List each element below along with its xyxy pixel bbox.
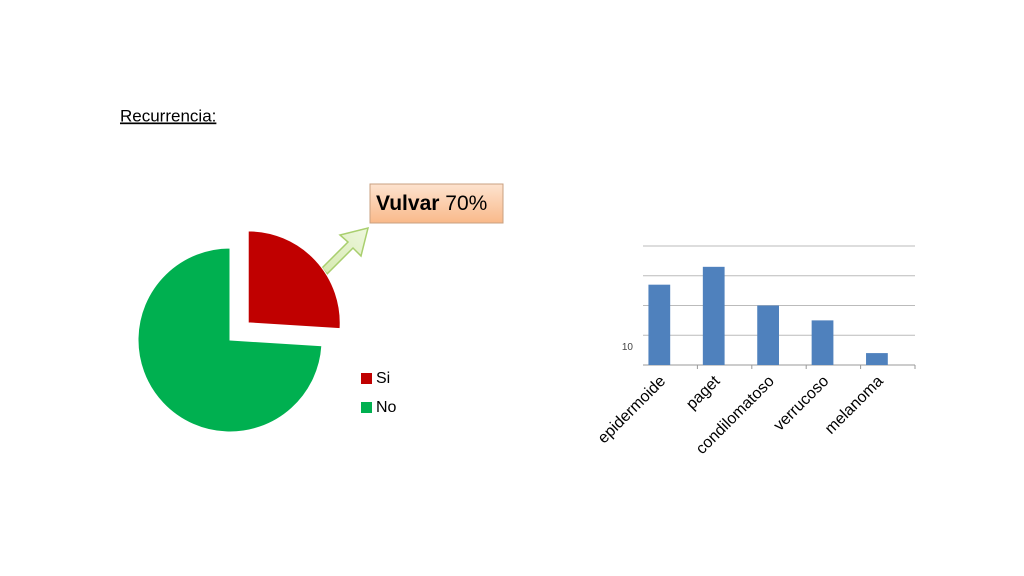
callout-value: 70% <box>445 192 487 215</box>
legend-label: No <box>376 399 397 416</box>
legend-swatch <box>361 373 372 384</box>
bar <box>811 320 834 365</box>
pie-slice <box>247 230 341 330</box>
callout-arrow <box>320 226 370 276</box>
x-tick-label: melanoma <box>822 373 887 438</box>
bar <box>648 284 671 365</box>
callout-box <box>369 183 504 224</box>
bar <box>702 266 725 365</box>
y-tick-label: 10 <box>622 342 634 353</box>
x-tick-label: epidermoide <box>595 373 669 447</box>
legend-label: Si <box>376 370 390 387</box>
legend-swatch <box>361 402 372 413</box>
callout-text: Vulvar 70% <box>376 192 487 215</box>
callout-label: Vulvar <box>376 192 439 215</box>
slide-title: Recurrencia: <box>120 106 216 125</box>
pie-slice <box>137 247 323 433</box>
bar <box>757 305 779 365</box>
x-tick-label: paget <box>683 372 724 413</box>
bar <box>866 353 888 365</box>
